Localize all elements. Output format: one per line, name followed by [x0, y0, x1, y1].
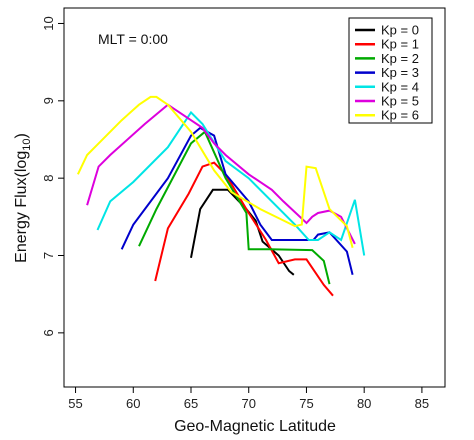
x-tick-label-60: 60: [126, 396, 140, 411]
series-line-kp-5: [86, 103, 356, 245]
legend-label-kp-6: Kp = 6: [381, 108, 419, 123]
legend-label-kp-5: Kp = 5: [381, 94, 419, 109]
y-tick-label-9: 9: [41, 97, 56, 104]
legend-label-kp-3: Kp = 3: [381, 65, 419, 80]
x-tick-label-55: 55: [68, 396, 82, 411]
y-axis-ticks: 6 7 8 9 10: [41, 16, 64, 337]
legend-label-kp-1: Kp = 1: [381, 37, 419, 52]
x-axis-label: Geo-Magnetic Latitude: [174, 418, 336, 435]
x-tick-label-70: 70: [241, 396, 255, 411]
series-group: [76, 95, 366, 297]
y-tick-label-10: 10: [41, 16, 56, 30]
annotation-mlt: MLT = 0:00: [98, 31, 168, 47]
legend-label-kp-2: Kp = 2: [381, 51, 419, 66]
x-axis-ticks: 55 60 65 70 75 80 85: [68, 387, 429, 411]
y-axis-label: Energy Flux(log10): [13, 133, 33, 263]
legend-label-kp-4: Kp = 4: [381, 79, 419, 94]
series-line-kp-2: [138, 130, 331, 285]
x-tick-label-75: 75: [299, 396, 313, 411]
x-tick-label-80: 80: [357, 396, 371, 411]
series-line-kp-6: [76, 95, 354, 249]
y-tick-label-6: 6: [41, 329, 56, 336]
legend: Kp = 0Kp = 1Kp = 2Kp = 3Kp = 4Kp = 5Kp =…: [348, 17, 433, 124]
legend-label-kp-0: Kp = 0: [381, 23, 419, 38]
series-line-kp-1: [154, 161, 334, 297]
series-line-kp-4: [96, 110, 366, 256]
plot-frame: [63, 7, 446, 388]
y-tick-label-8: 8: [41, 175, 56, 182]
y-tick-label-7: 7: [41, 252, 56, 259]
y-axis-label-main: Energy Flux(log: [13, 151, 30, 263]
series-line-kp-3: [120, 126, 354, 276]
y-axis-label-subscript: 10: [21, 139, 33, 151]
x-tick-label-85: 85: [415, 396, 429, 411]
legend-box: [348, 17, 433, 124]
x-tick-label-65: 65: [184, 396, 198, 411]
y-axis-label-close: ): [13, 133, 30, 138]
